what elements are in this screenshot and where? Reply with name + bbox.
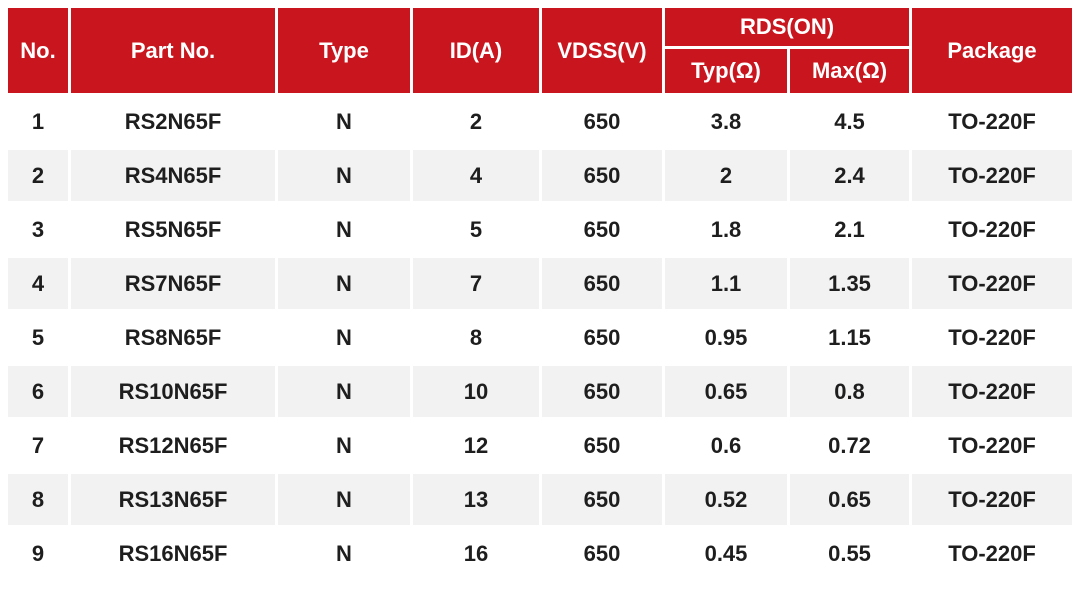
table-row: 8 RS13N65F N 13 650 0.52 0.65 TO-220F xyxy=(8,474,1073,525)
table-header: No. Part No. Type ID(A) VDSS(V) RDS(ON) … xyxy=(8,8,1073,93)
cell-rds-typ: 2 xyxy=(665,150,787,201)
cell-rds-max: 2.4 xyxy=(790,150,910,201)
cell-vdss: 650 xyxy=(542,204,662,255)
cell-package: TO-220F xyxy=(912,366,1073,417)
cell-id: 7 xyxy=(413,258,539,309)
cell-type: N xyxy=(278,366,410,417)
cell-vdss: 650 xyxy=(542,258,662,309)
cell-rds-typ: 1.8 xyxy=(665,204,787,255)
cell-package: TO-220F xyxy=(912,312,1073,363)
cell-rds-typ: 0.95 xyxy=(665,312,787,363)
table-row: 1 RS2N65F N 2 650 3.8 4.5 TO-220F xyxy=(8,96,1073,147)
cell-rds-max: 0.55 xyxy=(790,528,910,579)
cell-rds-typ: 0.52 xyxy=(665,474,787,525)
mosfet-spec-table: No. Part No. Type ID(A) VDSS(V) RDS(ON) … xyxy=(5,5,1075,582)
cell-no: 1 xyxy=(8,96,68,147)
cell-rds-typ: 0.6 xyxy=(665,420,787,471)
header-row-sub: Typ(Ω) Max(Ω) xyxy=(8,49,1072,93)
header-row-top: No. Part No. Type ID(A) VDSS(V) RDS(ON) … xyxy=(8,8,1073,93)
cell-part-no: RS8N65F xyxy=(71,312,275,363)
cell-type: N xyxy=(278,474,410,525)
table-row: 5 RS8N65F N 8 650 0.95 1.15 TO-220F xyxy=(8,312,1073,363)
col-header-rds-on: RDS(ON) xyxy=(665,8,910,46)
cell-vdss: 650 xyxy=(542,96,662,147)
cell-no: 3 xyxy=(8,204,68,255)
cell-rds-typ: 0.45 xyxy=(665,528,787,579)
cell-id: 16 xyxy=(413,528,539,579)
cell-part-no: RS5N65F xyxy=(71,204,275,255)
cell-rds-max: 0.65 xyxy=(790,474,910,525)
cell-rds-max: 1.15 xyxy=(790,312,910,363)
cell-no: 2 xyxy=(8,150,68,201)
cell-package: TO-220F xyxy=(912,258,1073,309)
cell-part-no: RS12N65F xyxy=(71,420,275,471)
cell-part-no: RS16N65F xyxy=(71,528,275,579)
col-header-part-no: Part No. xyxy=(71,8,275,93)
cell-part-no: RS2N65F xyxy=(71,96,275,147)
col-header-vdss: VDSS(V) xyxy=(542,8,662,93)
cell-vdss: 650 xyxy=(542,312,662,363)
cell-part-no: RS13N65F xyxy=(71,474,275,525)
col-header-rds-max: Max(Ω) xyxy=(790,49,910,93)
cell-id: 12 xyxy=(413,420,539,471)
col-header-no: No. xyxy=(8,8,68,93)
cell-rds-max: 0.8 xyxy=(790,366,910,417)
cell-part-no: RS10N65F xyxy=(71,366,275,417)
cell-vdss: 650 xyxy=(542,474,662,525)
cell-vdss: 650 xyxy=(542,366,662,417)
cell-package: TO-220F xyxy=(912,150,1073,201)
cell-package: TO-220F xyxy=(912,474,1073,525)
col-header-package: Package xyxy=(912,8,1073,93)
cell-rds-typ: 1.1 xyxy=(665,258,787,309)
table-body: 1 RS2N65F N 2 650 3.8 4.5 TO-220F 2 RS4N… xyxy=(8,96,1073,579)
cell-id: 5 xyxy=(413,204,539,255)
cell-type: N xyxy=(278,150,410,201)
cell-type: N xyxy=(278,204,410,255)
cell-part-no: RS7N65F xyxy=(71,258,275,309)
cell-type: N xyxy=(278,528,410,579)
cell-package: TO-220F xyxy=(912,96,1073,147)
cell-id: 8 xyxy=(413,312,539,363)
table-row: 3 RS5N65F N 5 650 1.8 2.1 TO-220F xyxy=(8,204,1073,255)
table-row: 2 RS4N65F N 4 650 2 2.4 TO-220F xyxy=(8,150,1073,201)
cell-no: 8 xyxy=(8,474,68,525)
cell-rds-max: 1.35 xyxy=(790,258,910,309)
cell-vdss: 650 xyxy=(542,420,662,471)
cell-no: 6 xyxy=(8,366,68,417)
cell-package: TO-220F xyxy=(912,528,1073,579)
table-row: 9 RS16N65F N 16 650 0.45 0.55 TO-220F xyxy=(8,528,1073,579)
cell-no: 9 xyxy=(8,528,68,579)
cell-vdss: 650 xyxy=(542,150,662,201)
cell-id: 4 xyxy=(413,150,539,201)
cell-type: N xyxy=(278,312,410,363)
cell-package: TO-220F xyxy=(912,420,1073,471)
cell-type: N xyxy=(278,258,410,309)
cell-type: N xyxy=(278,420,410,471)
cell-no: 4 xyxy=(8,258,68,309)
table-row: 7 RS12N65F N 12 650 0.6 0.72 TO-220F xyxy=(8,420,1073,471)
table-row: 4 RS7N65F N 7 650 1.1 1.35 TO-220F xyxy=(8,258,1073,309)
cell-no: 7 xyxy=(8,420,68,471)
cell-rds-max: 4.5 xyxy=(790,96,910,147)
col-header-rds-typ: Typ(Ω) xyxy=(665,49,787,93)
cell-id: 2 xyxy=(413,96,539,147)
cell-type: N xyxy=(278,96,410,147)
cell-id: 13 xyxy=(413,474,539,525)
cell-id: 10 xyxy=(413,366,539,417)
cell-package: TO-220F xyxy=(912,204,1073,255)
cell-rds-max: 0.72 xyxy=(790,420,910,471)
table-row: 6 RS10N65F N 10 650 0.65 0.8 TO-220F xyxy=(8,366,1073,417)
cell-rds-max: 2.1 xyxy=(790,204,910,255)
col-header-id: ID(A) xyxy=(413,8,539,93)
cell-vdss: 650 xyxy=(542,528,662,579)
col-header-type: Type xyxy=(278,8,410,93)
cell-rds-typ: 0.65 xyxy=(665,366,787,417)
cell-part-no: RS4N65F xyxy=(71,150,275,201)
cell-rds-typ: 3.8 xyxy=(665,96,787,147)
cell-no: 5 xyxy=(8,312,68,363)
